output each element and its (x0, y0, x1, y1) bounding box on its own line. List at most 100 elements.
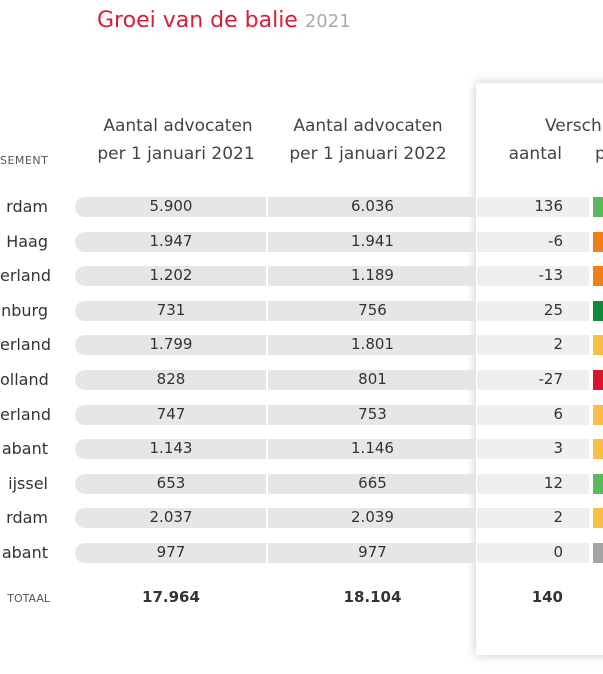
col1-header-1: Aantal advocaten (103, 116, 253, 136)
value-2021: 747 (156, 404, 186, 423)
row-pill (268, 370, 475, 390)
value-2021: 1.947 (149, 231, 193, 250)
value-diff: 3 (553, 439, 563, 458)
value-diff: 2 (553, 508, 563, 527)
value-2022: 753 (358, 404, 387, 423)
status-indicator (593, 335, 603, 356)
status-indicator (593, 300, 603, 321)
value-2022: 756 (358, 300, 387, 319)
value-2022: 2.039 (351, 508, 394, 527)
value-2021: 731 (156, 300, 186, 319)
row-pill (75, 404, 266, 425)
row-pill (75, 473, 266, 494)
value-diff: 6 (553, 404, 563, 423)
row-name: erland (0, 335, 51, 355)
value-2022: 1.941 (351, 231, 394, 250)
row-pill (75, 300, 266, 321)
row-name: ijssel (8, 473, 48, 493)
total-2022: 18.104 (343, 588, 402, 606)
total-2021: 17.964 (142, 588, 200, 606)
row-pill (268, 300, 475, 321)
value-2022: 1.189 (351, 266, 394, 285)
row-pill (268, 197, 475, 217)
value-diff: 25 (543, 300, 563, 319)
row-name: erland (0, 266, 51, 286)
row-pill (268, 404, 475, 425)
diff-pct-header: p (595, 144, 603, 164)
row-pill (75, 266, 266, 287)
value-diff: 12 (543, 473, 563, 492)
status-indicator (593, 197, 603, 217)
row-pill (268, 508, 475, 529)
title-text: Groei van de balie (97, 8, 298, 33)
value-2022: 665 (358, 473, 387, 492)
value-diff: -6 (548, 231, 563, 250)
row-pill (268, 231, 475, 252)
col2-header-2: per 1 januari 2022 (289, 144, 447, 164)
row-pill (268, 473, 475, 494)
value-2021: 828 (156, 370, 186, 388)
row-pill (477, 370, 589, 390)
value-2022: 1.146 (351, 439, 394, 458)
row-pill (268, 543, 475, 563)
row-pill (75, 439, 266, 460)
status-indicator (593, 473, 603, 494)
row-pill (477, 197, 589, 217)
row-name: nburg (1, 300, 48, 320)
row-name: rdam (6, 197, 48, 216)
row-pill (268, 439, 475, 460)
row-name: abant (1, 439, 48, 459)
row-pill (477, 508, 589, 529)
row-pill (477, 543, 589, 563)
row-pill (477, 439, 589, 460)
row-pill (75, 543, 266, 563)
col2-header-1: Aantal advocaten (293, 116, 443, 136)
row-pill (75, 508, 266, 529)
row-pill (75, 335, 266, 356)
status-indicator (593, 439, 603, 460)
row-pill (75, 370, 266, 390)
value-2022: 801 (358, 370, 387, 388)
status-indicator (593, 543, 603, 563)
value-2022: 1.801 (351, 335, 394, 354)
value-2021: 2.037 (149, 508, 193, 527)
value-diff: -13 (538, 266, 564, 285)
value-2021: 1.143 (149, 439, 193, 458)
row-pill (477, 473, 589, 494)
col-name-header: SEMENT (0, 154, 49, 167)
value-diff: 136 (534, 197, 563, 215)
row-name: olland (0, 370, 49, 389)
row-name: erland (0, 404, 51, 424)
value-2022: 977 (358, 543, 387, 561)
status-indicator (593, 508, 603, 529)
value-2021: 1.799 (149, 335, 193, 354)
total-diff: 140 (531, 588, 563, 606)
diff-header: Versch (545, 116, 602, 136)
status-indicator (593, 404, 603, 425)
value-diff: 0 (553, 543, 563, 561)
value-2021: 977 (156, 543, 186, 561)
value-2021: 1.202 (149, 266, 193, 285)
col1-header-2: per 1 januari 2021 (97, 144, 255, 164)
row-pill (477, 335, 589, 356)
value-2021: 653 (156, 473, 186, 492)
value-2021: 5.900 (149, 197, 193, 215)
value-diff: -27 (538, 370, 564, 388)
title-year: 2021 (304, 11, 351, 32)
status-indicator (593, 370, 603, 390)
row-pill (477, 231, 589, 252)
row-pill (268, 335, 475, 356)
row-name: Haag (6, 231, 48, 251)
status-indicator (593, 231, 603, 252)
total-name: TOTAAL (7, 592, 50, 605)
row-pill (477, 266, 589, 287)
value-diff: 2 (553, 335, 563, 354)
title: Groei van de balie 2021 (97, 8, 351, 33)
row-pill (75, 197, 266, 217)
row-pill (268, 266, 475, 287)
row-pill (75, 231, 266, 252)
diff-card (476, 83, 603, 655)
row-name: rdam (6, 508, 48, 528)
value-2022: 6.036 (351, 197, 394, 215)
